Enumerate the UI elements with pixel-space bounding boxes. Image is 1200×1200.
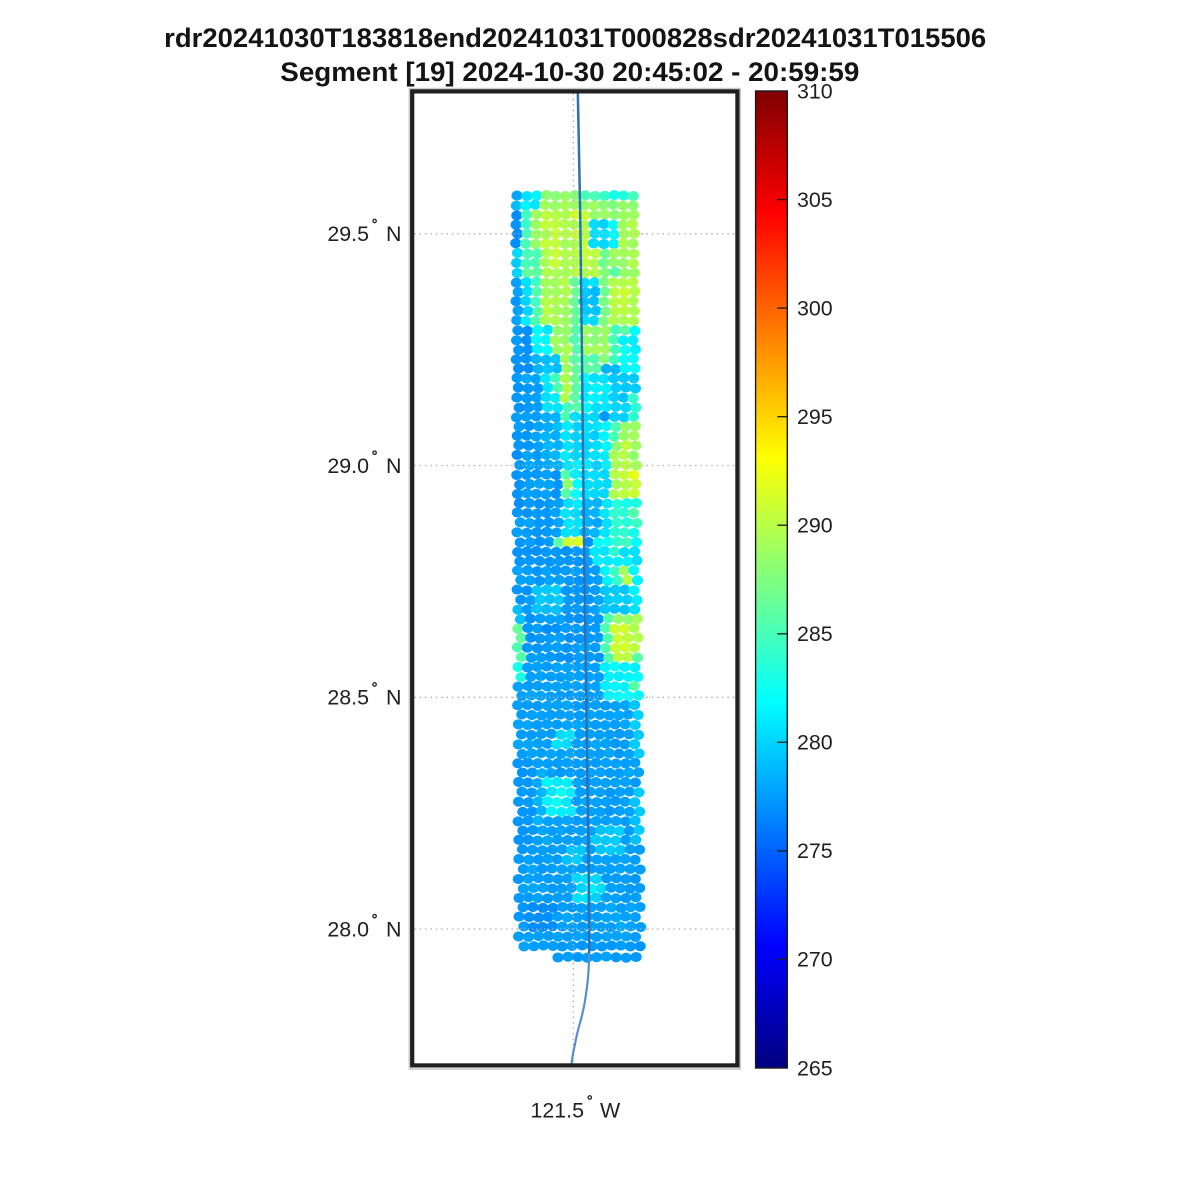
svg-text:29.5: 29.5	[327, 222, 369, 246]
svg-text:295: 295	[797, 405, 833, 429]
svg-text:N: N	[386, 686, 401, 710]
svg-text:N: N	[386, 454, 401, 478]
svg-text:265: 265	[797, 1056, 833, 1080]
svg-text:285: 285	[797, 622, 833, 646]
svg-text:270: 270	[797, 948, 833, 972]
svg-text:290: 290	[797, 514, 833, 538]
svg-text:W: W	[600, 1099, 621, 1123]
svg-text:275: 275	[797, 839, 833, 863]
svg-text:280: 280	[797, 731, 833, 755]
svg-text:121.5: 121.5	[530, 1099, 584, 1123]
svg-text:Segment [19] 2024-10-30 20:45:: Segment [19] 2024-10-30 20:45:02 - 20:59…	[280, 57, 859, 87]
svg-text:N: N	[386, 222, 401, 246]
svg-text:N: N	[386, 917, 401, 941]
svg-text:rdr20241030T183818end20241031T: rdr20241030T183818end20241031T000828sdr2…	[164, 23, 986, 53]
svg-text:28.5: 28.5	[327, 686, 369, 710]
svg-text:29.0: 29.0	[327, 454, 369, 478]
svg-text:310: 310	[797, 79, 833, 103]
svg-text:305: 305	[797, 188, 833, 212]
svg-text:300: 300	[797, 296, 833, 320]
svg-text:28.0: 28.0	[327, 917, 369, 941]
